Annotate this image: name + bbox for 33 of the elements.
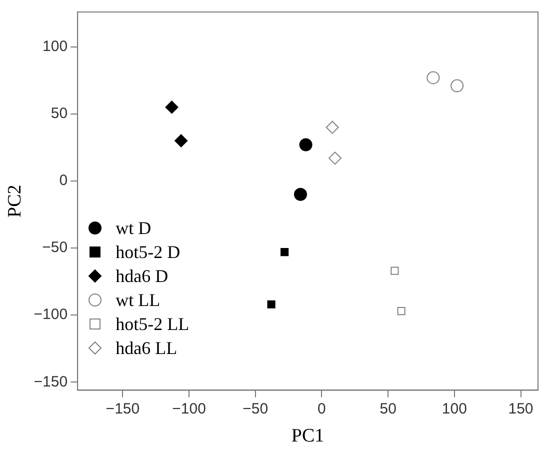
x-tick-label: −150 (106, 400, 140, 418)
x-tick-label: 100 (442, 400, 467, 418)
y-tick-label: 100 (42, 38, 68, 56)
legend-label: wt D (116, 217, 152, 240)
x-tick-label: 0 (318, 400, 326, 418)
legend-label: hda6 D (116, 265, 168, 288)
legend-label: wt LL (116, 289, 160, 312)
legend-label: hda6 LL (116, 337, 178, 360)
legend-label: hot5-2 LL (116, 313, 190, 336)
point (299, 138, 312, 152)
y-tick-label: −150 (34, 373, 68, 390)
point (326, 120, 339, 134)
point (174, 134, 188, 148)
point (450, 79, 464, 92)
point (165, 100, 178, 114)
y-tick-label: −100 (34, 306, 68, 324)
y-tick-label: 50 (50, 105, 68, 122)
point (267, 300, 276, 308)
y-tick-label: 0 (59, 172, 68, 190)
point (294, 188, 307, 201)
legend-label: hot5-2 D (116, 241, 180, 264)
x-tick-label: −50 (242, 400, 268, 418)
point (328, 152, 342, 165)
x-tick-label: −100 (172, 400, 206, 418)
x-tick-label: 50 (380, 400, 396, 418)
point (426, 71, 440, 84)
point (397, 307, 406, 316)
x-axis-title: PC1 (291, 426, 324, 447)
point (390, 266, 399, 275)
y-tick-label: −50 (42, 239, 68, 256)
point (280, 248, 289, 256)
x-tick-label: 150 (508, 400, 534, 418)
y-axis-title: PC2 (4, 184, 26, 218)
